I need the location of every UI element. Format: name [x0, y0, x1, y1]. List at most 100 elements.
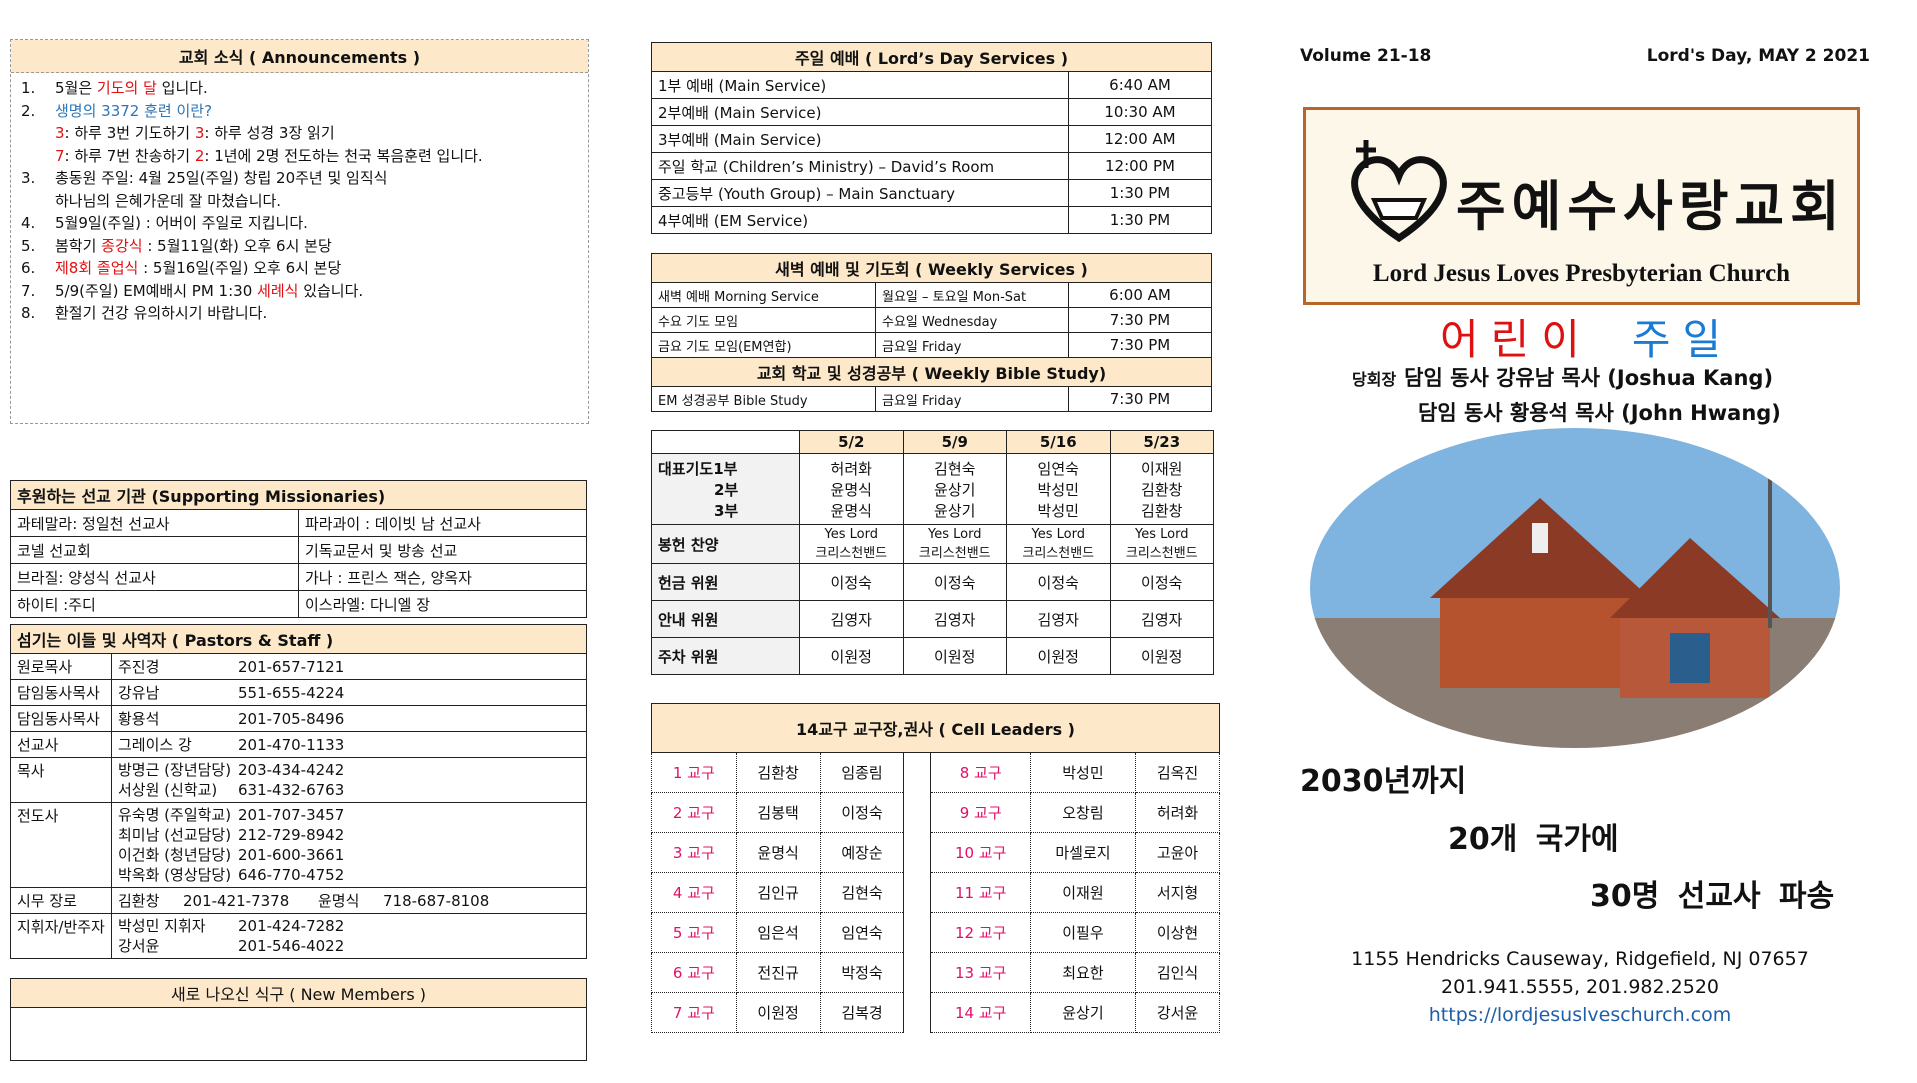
leader-name: 허려화	[1135, 792, 1220, 833]
staff-line: 강유남 551-655-4224	[118, 683, 580, 703]
duty-name: 임연숙	[1037, 459, 1079, 478]
row: 목사 방명근 (장년담당) 203-434-4242 서상원 (신학교) 631-432…	[10, 757, 587, 803]
row: 코넬 선교회 기독교문서 및 방송 선교	[10, 536, 587, 564]
schedule-cell: 수요일 Wednesday	[875, 307, 1069, 333]
announcement-line: 2. 생명의 3372 훈련 이란?	[11, 100, 588, 123]
phone: 201-424-7282	[238, 917, 345, 935]
text-run: 총동원 주일: 4월 25일(주일) 창립 20주년 및 임직식	[55, 169, 388, 187]
person: 주진경	[118, 657, 160, 676]
row: 원로목사 주진경 201-657-7121	[10, 653, 587, 680]
schedule-cell: 7:30 PM	[1068, 332, 1212, 358]
item-number: 5.	[21, 236, 36, 255]
service-name: 중고등부 (Youth Group) – Main Sanctuary	[651, 179, 1069, 207]
duty-cell: 이정숙	[1109, 563, 1214, 601]
weekly-services: 새벽 예배 및 기도회 ( Weekly Services ) 새벽 예배 Mor…	[651, 253, 1212, 412]
duty-cell: 이재원 김환창 김환창	[1109, 453, 1214, 525]
spacer	[903, 952, 932, 993]
duty-name: 김영자	[934, 610, 976, 629]
leader-name: 김복경	[819, 992, 905, 1033]
announcement-line: 4. 5월9일(주일) : 어버이 주일로 지킵니다.	[11, 212, 588, 235]
staff-line: 방명근 (장년담당) 203-434-4242	[118, 760, 580, 780]
schedule-cell: 금요일 Friday	[875, 386, 1069, 412]
spacer	[903, 872, 932, 913]
section-title: 새벽 예배 및 기도회 ( Weekly Services )	[651, 253, 1212, 283]
label-line: 3부	[714, 501, 739, 520]
date-header: 5/2	[799, 430, 904, 454]
staff-people: 황용석 201-705-8496	[111, 705, 587, 732]
parish: 1 교구	[651, 752, 737, 793]
item-number: 2.	[21, 101, 36, 120]
parish: 11 교구	[930, 872, 1031, 913]
section-title: 14교구 교구장,권사 ( Cell Leaders )	[651, 703, 1220, 753]
phone: 203-434-4242	[238, 761, 345, 779]
church-photo	[1310, 428, 1840, 748]
duty-name: 크리스천밴드	[1125, 546, 1198, 561]
theme-word: 주일	[1631, 315, 1734, 364]
row: 새로 나오신 식구 ( New Members )	[10, 978, 587, 1008]
duty-cell: 이원정	[799, 637, 904, 675]
duty-cell: Yes Lord 크리스천밴드	[799, 524, 904, 564]
text-run: 3	[194, 124, 205, 142]
staff-line: 박옥화 (영상담당) 646-770-4752	[118, 865, 580, 885]
duty-cell: Yes Lord 크리스천밴드	[902, 524, 1007, 564]
missionaries: 후원하는 선교 기관 (Supporting Missionaries) 과테말라…	[10, 480, 587, 618]
row: 1부 예배 (Main Service) 6:40 AM	[651, 71, 1212, 99]
staff-line: 김환창 201-421-7378 윤명식 718-687-8108	[118, 891, 580, 911]
text-run: 있습니다.	[298, 281, 364, 300]
leader-name: 임은석	[735, 912, 821, 953]
section-title: 섬기는 이들 및 사역자 ( Pastors & Staff )	[10, 624, 587, 654]
address: 1155 Hendricks Causeway, Ridgefield, NJ …	[1351, 948, 1809, 970]
announcement-line: 3: 하루 3번 기도하기 3: 하루 성경 3장 읽기	[11, 122, 588, 145]
duty-cell: 김영자	[902, 600, 1007, 638]
row: EM 성경공부 Bible Study 금요일 Friday 7:30 PM	[651, 386, 1212, 412]
missionary: 하이티 :주디	[10, 590, 299, 618]
leader-name: 임종림	[819, 752, 905, 793]
staff-line: 주진경 201-657-7121	[118, 657, 580, 677]
person: 강유남	[118, 683, 160, 702]
duty-cell: 이원정	[1006, 637, 1111, 675]
phone: 201-421-7378	[183, 891, 290, 910]
website-link[interactable]: https://lordjesuslveschurch.com	[1428, 1004, 1732, 1026]
duty-roster: 5/2 5/9 5/16 5/23 대표기도1부 2부 3부 허려화 윤명식 윤명식 김현숙 윤상기 윤…	[651, 430, 1214, 675]
text-run: 입니다.	[156, 79, 208, 97]
row: 담임동사목사 황용석 201-705-8496	[10, 705, 587, 732]
date: Lord's Day, MAY 2 2021	[1646, 46, 1870, 66]
staff-people: 강유남 551-655-4224	[111, 679, 587, 706]
leader-name: 전진규	[735, 952, 821, 993]
row: 섬기는 이들 및 사역자 ( Pastors & Staff )	[10, 624, 587, 654]
staff-role: 담임동사목사	[10, 679, 112, 706]
leader-name: 강서윤	[1135, 992, 1220, 1033]
phone: 201-470-1133	[238, 735, 345, 754]
staff-line: 최미남 (선교담당) 212-729-8942	[118, 825, 580, 845]
duty-label: 안내 위원	[651, 600, 800, 638]
label-line: 2부	[714, 480, 739, 499]
duty-cell: 이원정	[1109, 637, 1214, 675]
cell-table: 14교구 교구장,권사 ( Cell Leaders ) 1 교구 김환창 임종림 8 …	[651, 703, 1220, 1033]
service-time: 1:30 PM	[1068, 179, 1212, 207]
announcement-line: 1. 5월은 기도의 달 입니다.	[11, 77, 588, 100]
staff-line: 황용석 201-705-8496	[118, 709, 580, 729]
staff-role: 시무 장로	[10, 887, 112, 914]
cell-leaders: 14교구 교구장,권사 ( Cell Leaders ) 1 교구 김환창 임종림 8 …	[651, 703, 1220, 1033]
text-run: 2	[194, 146, 205, 165]
pastor-line: 당회장 담임 동사 강유남 목사 (Joshua Kang)	[1352, 362, 1773, 392]
duty-cell: 이정숙	[799, 563, 904, 601]
text-run: 종강식	[101, 236, 143, 255]
duty-name: 크리스천밴드	[918, 546, 991, 561]
row: 안내 위원 김영자 김영자 김영자 김영자	[651, 600, 1214, 638]
duty-name: 김영자	[830, 610, 872, 629]
duty-cell: 허려화 윤명식 윤명식	[799, 453, 904, 525]
row: 새벽 예배 Morning Service 월요일 – 토요일 Mon-Sat 6:…	[651, 282, 1212, 308]
leader-name: 오창림	[1029, 792, 1137, 833]
duty-cell: 김영자	[1006, 600, 1111, 638]
duty-name: 이원정	[934, 647, 976, 666]
missionary: 이스라엘: 다니엘 장	[298, 590, 587, 618]
phone: 212-729-8942	[238, 826, 345, 844]
leader-name: 윤명식	[735, 832, 821, 873]
leader-name: 김봉택	[735, 792, 821, 833]
spacer	[903, 752, 932, 793]
duty-name: 크리스천밴드	[1022, 546, 1095, 561]
duty-name: 허려화	[830, 459, 872, 478]
item-number: 1.	[21, 79, 36, 97]
